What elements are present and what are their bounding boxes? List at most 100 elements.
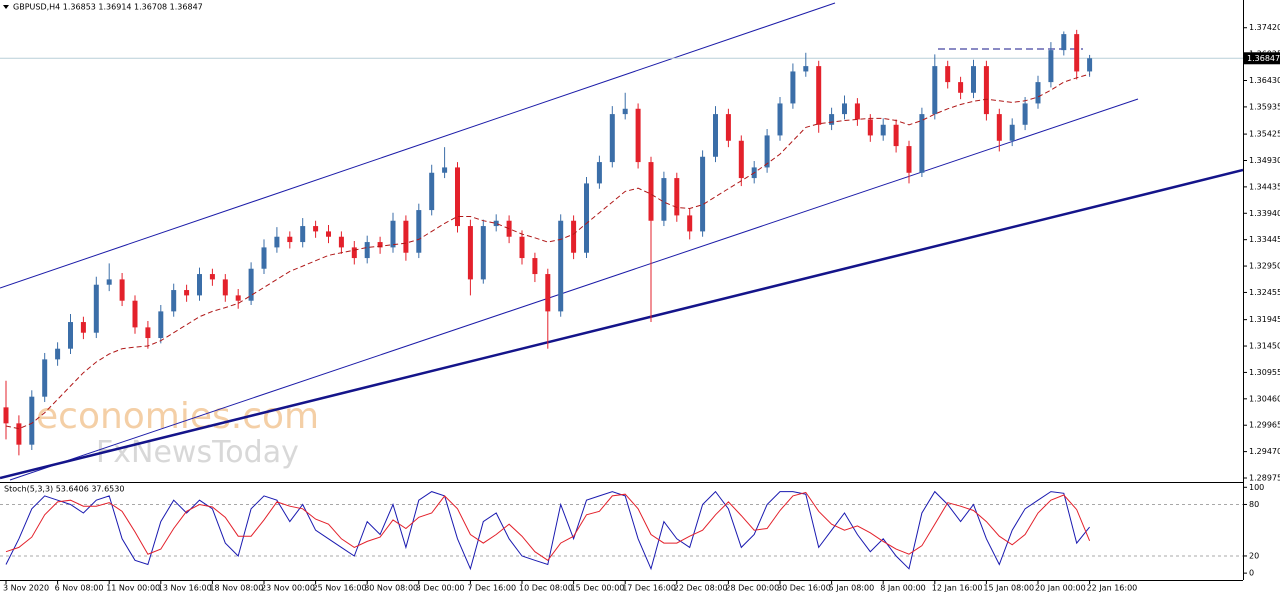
candle-body — [132, 300, 138, 328]
candle-body — [416, 210, 422, 253]
candle-body — [42, 359, 48, 397]
x-tick-label: 30 Dec 16:00 — [777, 584, 831, 593]
trend-lines — [0, 2, 1243, 481]
x-tick-label: 22 Dec 08:00 — [674, 584, 728, 593]
y-tick-label: 1.34930 — [1249, 156, 1280, 165]
candle-body — [1087, 58, 1093, 72]
candle-body — [29, 396, 35, 445]
x-tick-label: 30 Nov 08:00 — [364, 584, 418, 593]
candle-body — [738, 140, 744, 179]
candle-body — [390, 220, 396, 248]
candle-body — [158, 311, 164, 339]
x-tick-label: 8 Jan 00:00 — [880, 584, 926, 593]
candle-body — [854, 103, 860, 120]
candle-body — [622, 108, 628, 115]
moving-average — [5, 73, 1090, 430]
candle-body — [300, 226, 306, 243]
candle-body — [16, 423, 22, 445]
x-tick-label: 15 Jan 08:00 — [983, 584, 1034, 593]
candle-body — [3, 407, 9, 424]
candle-body — [609, 114, 615, 163]
candle-body — [764, 135, 770, 168]
y-tick-label: 1.37420 — [1249, 23, 1280, 32]
candle-body — [867, 119, 873, 136]
candle-body — [725, 114, 731, 141]
indicator-line — [5, 490, 1090, 571]
candle-body — [55, 348, 61, 360]
stoch-y-tick-label: 0 — [1249, 569, 1254, 578]
candle-body — [829, 114, 835, 125]
candle-body — [919, 114, 925, 173]
y-tick-label: 1.35935 — [1249, 102, 1280, 111]
candle-body — [519, 236, 525, 259]
x-tick-label: 7 Dec 16:00 — [467, 584, 516, 593]
candle-body — [197, 274, 202, 296]
candle-body — [1048, 50, 1054, 83]
y-tick-label: 1.31945 — [1249, 315, 1280, 324]
watermark-text: economies.com — [36, 396, 319, 437]
candle-body — [119, 279, 125, 301]
menu-triangle — [3, 5, 9, 9]
candle-body — [287, 236, 293, 243]
candle-body — [184, 290, 190, 296]
candle-body — [842, 103, 847, 115]
candle-body — [687, 215, 693, 232]
candle-body — [493, 220, 499, 227]
x-tick-label: 10 Dec 08:00 — [519, 584, 573, 593]
x-tick-label: 11 Nov 00:00 — [106, 584, 160, 593]
current-price-box — [1244, 52, 1280, 65]
channel-upper — [0, 2, 836, 289]
candle-body — [222, 279, 228, 296]
candle-body — [377, 242, 383, 248]
y-tick-label: 1.35425 — [1249, 130, 1280, 139]
x-tick-label: 3 Dec 00:00 — [416, 584, 465, 593]
x-tick-label: 28 Dec 00:00 — [725, 584, 779, 593]
y-tick-label: 1.29470 — [1249, 447, 1280, 456]
x-tick-label: 15 Dec 00:00 — [571, 584, 625, 593]
indicator-title: Stoch(5,3,3) 53.6406 37.6530 — [4, 485, 124, 494]
y-tick-label: 1.28975 — [1249, 474, 1280, 483]
candle-body — [455, 167, 460, 227]
watermark-text: FxNewsToday — [96, 435, 299, 470]
candle-body — [209, 274, 215, 280]
stoch-y-tick-label: 80 — [1249, 500, 1259, 509]
candle-body — [700, 156, 706, 232]
x-tick-label: 22 Jan 16:00 — [1087, 584, 1138, 593]
candle-body — [584, 183, 589, 253]
candle-body — [945, 66, 951, 83]
chart-title: GBPUSD,H4 1.36853 1.36914 1.36708 1.3684… — [13, 3, 203, 12]
candle-body — [1009, 124, 1015, 141]
candle-body — [648, 162, 654, 221]
channel-lower — [9, 98, 1139, 481]
y-tick-label: 1.34435 — [1249, 182, 1280, 191]
candle-body — [171, 290, 177, 312]
candle-body — [235, 295, 241, 301]
candle-body — [1022, 103, 1028, 125]
candle-body — [274, 236, 280, 248]
candle-body — [145, 327, 151, 339]
candle-body — [532, 258, 538, 275]
x-tick-label: 20 Jan 00:00 — [1035, 584, 1086, 593]
candle-body — [983, 66, 989, 115]
candle-body — [1035, 82, 1041, 104]
candle-body — [326, 231, 331, 237]
y-tick-label: 1.30460 — [1249, 394, 1280, 403]
candle-body — [429, 172, 435, 211]
candle-body — [674, 178, 680, 216]
x-tick-label: 5 Jan 08:00 — [829, 584, 875, 593]
candle-body — [816, 66, 822, 125]
candle-body — [777, 103, 783, 136]
candle-body — [261, 247, 267, 269]
y-tick-label: 1.32455 — [1249, 288, 1280, 297]
support-line — [0, 168, 1243, 480]
candle-body — [880, 124, 886, 136]
x-tick-label: 23 Nov 00:00 — [261, 584, 315, 593]
y-tick-label: 1.30955 — [1249, 368, 1280, 377]
candle-body — [1074, 34, 1080, 72]
y-tick-label: 1.33940 — [1249, 209, 1280, 218]
y-tick-label: 1.29965 — [1249, 421, 1280, 430]
candle-body — [790, 71, 796, 104]
y-tick-label: 1.31450 — [1249, 342, 1280, 351]
candle-body — [1061, 34, 1067, 51]
